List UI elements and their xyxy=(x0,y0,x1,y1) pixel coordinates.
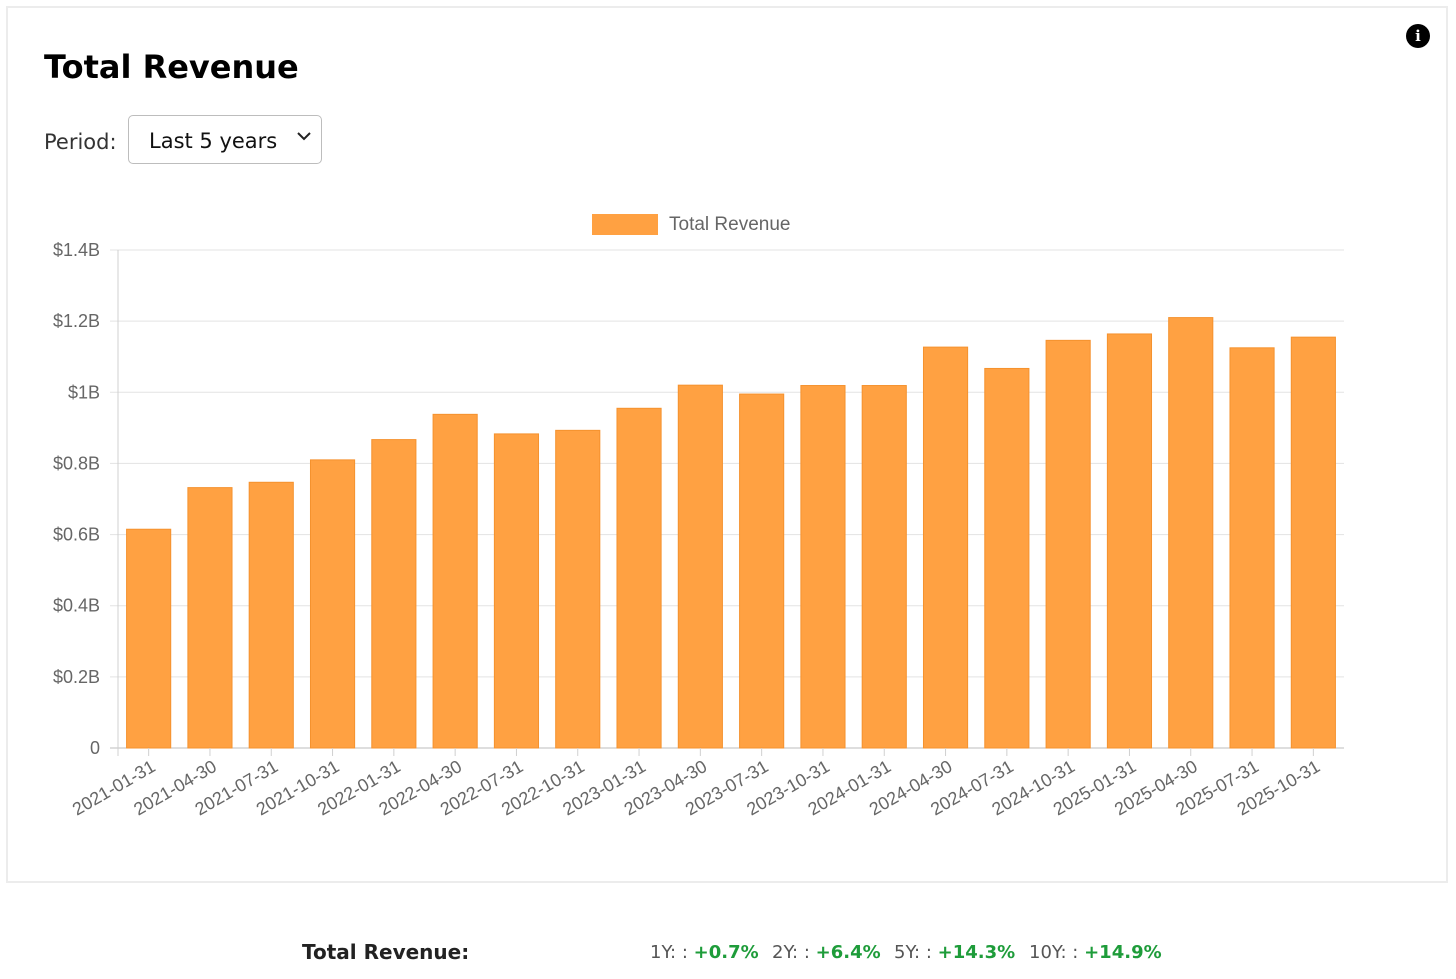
bar xyxy=(739,393,785,749)
growth-item-10y: 10Y: : +14.9% xyxy=(1029,942,1162,963)
y-tick-label: $1B xyxy=(68,382,100,402)
growth-title: Total Revenue: xyxy=(302,940,470,964)
info-icon[interactable]: i xyxy=(1406,24,1430,48)
chevron-down-icon xyxy=(297,132,311,141)
revenue-bar-chart: 0$0.2B$0.4B$0.6B$0.8B$1B$1.2B$1.4B2021-0… xyxy=(53,214,1344,820)
y-tick-label: $0.8B xyxy=(53,453,100,473)
growth-item-1y: 1Y: : +0.7% xyxy=(650,942,759,963)
bar xyxy=(1229,347,1275,749)
bar xyxy=(1290,336,1336,749)
revenue-card: Total Revenue i Period: Last 5 years 0 $0… xyxy=(6,6,1448,883)
bar xyxy=(922,346,969,749)
growth-item-2y: 2Y: : +6.4% xyxy=(772,942,881,963)
y-tick-label: $0.4B xyxy=(53,596,100,616)
period-selected-value: Last 5 years xyxy=(149,129,278,153)
bar xyxy=(555,429,601,749)
growth-value: +14.3% xyxy=(937,942,1016,963)
growth-label: 5Y: : xyxy=(894,942,932,963)
bar xyxy=(187,487,233,749)
bar xyxy=(984,367,1030,749)
y-tick-label: $0.2B xyxy=(53,667,100,687)
growth-summary: Total Revenue: 1Y: : +0.7% 2Y: : +6.4% 5… xyxy=(0,936,1456,968)
bar xyxy=(493,433,540,749)
legend-label: Total Revenue xyxy=(669,214,790,235)
y-tick-label: $1.2B xyxy=(53,311,100,331)
growth-label: 1Y: : xyxy=(650,942,688,963)
bar xyxy=(1106,333,1153,749)
growth-label: 10Y: : xyxy=(1029,942,1079,963)
card-title: Total Revenue xyxy=(44,48,299,86)
y-tick-label: $0.6B xyxy=(53,525,100,545)
bar xyxy=(800,385,846,749)
growth-value: +0.7% xyxy=(693,942,759,963)
bar xyxy=(616,407,662,749)
bar xyxy=(432,413,478,749)
growth-value: +6.4% xyxy=(815,942,881,963)
bar xyxy=(309,459,356,749)
legend-swatch xyxy=(592,214,658,235)
period-select[interactable]: Last 5 years xyxy=(128,115,322,164)
y-tick-label: 0 xyxy=(90,738,100,758)
bar xyxy=(371,439,417,749)
y-tick-label: $1.4B xyxy=(53,240,100,260)
bar xyxy=(248,481,294,749)
growth-value: +14.9% xyxy=(1084,942,1162,963)
bar xyxy=(677,384,723,749)
growth-label: 2Y: : xyxy=(772,942,810,963)
growth-item-5y: 5Y: : +14.3% xyxy=(894,942,1015,963)
period-label: Period: xyxy=(44,130,117,154)
bar xyxy=(1168,317,1214,749)
bar xyxy=(861,385,907,749)
bar xyxy=(1045,339,1091,749)
bar xyxy=(126,528,172,749)
